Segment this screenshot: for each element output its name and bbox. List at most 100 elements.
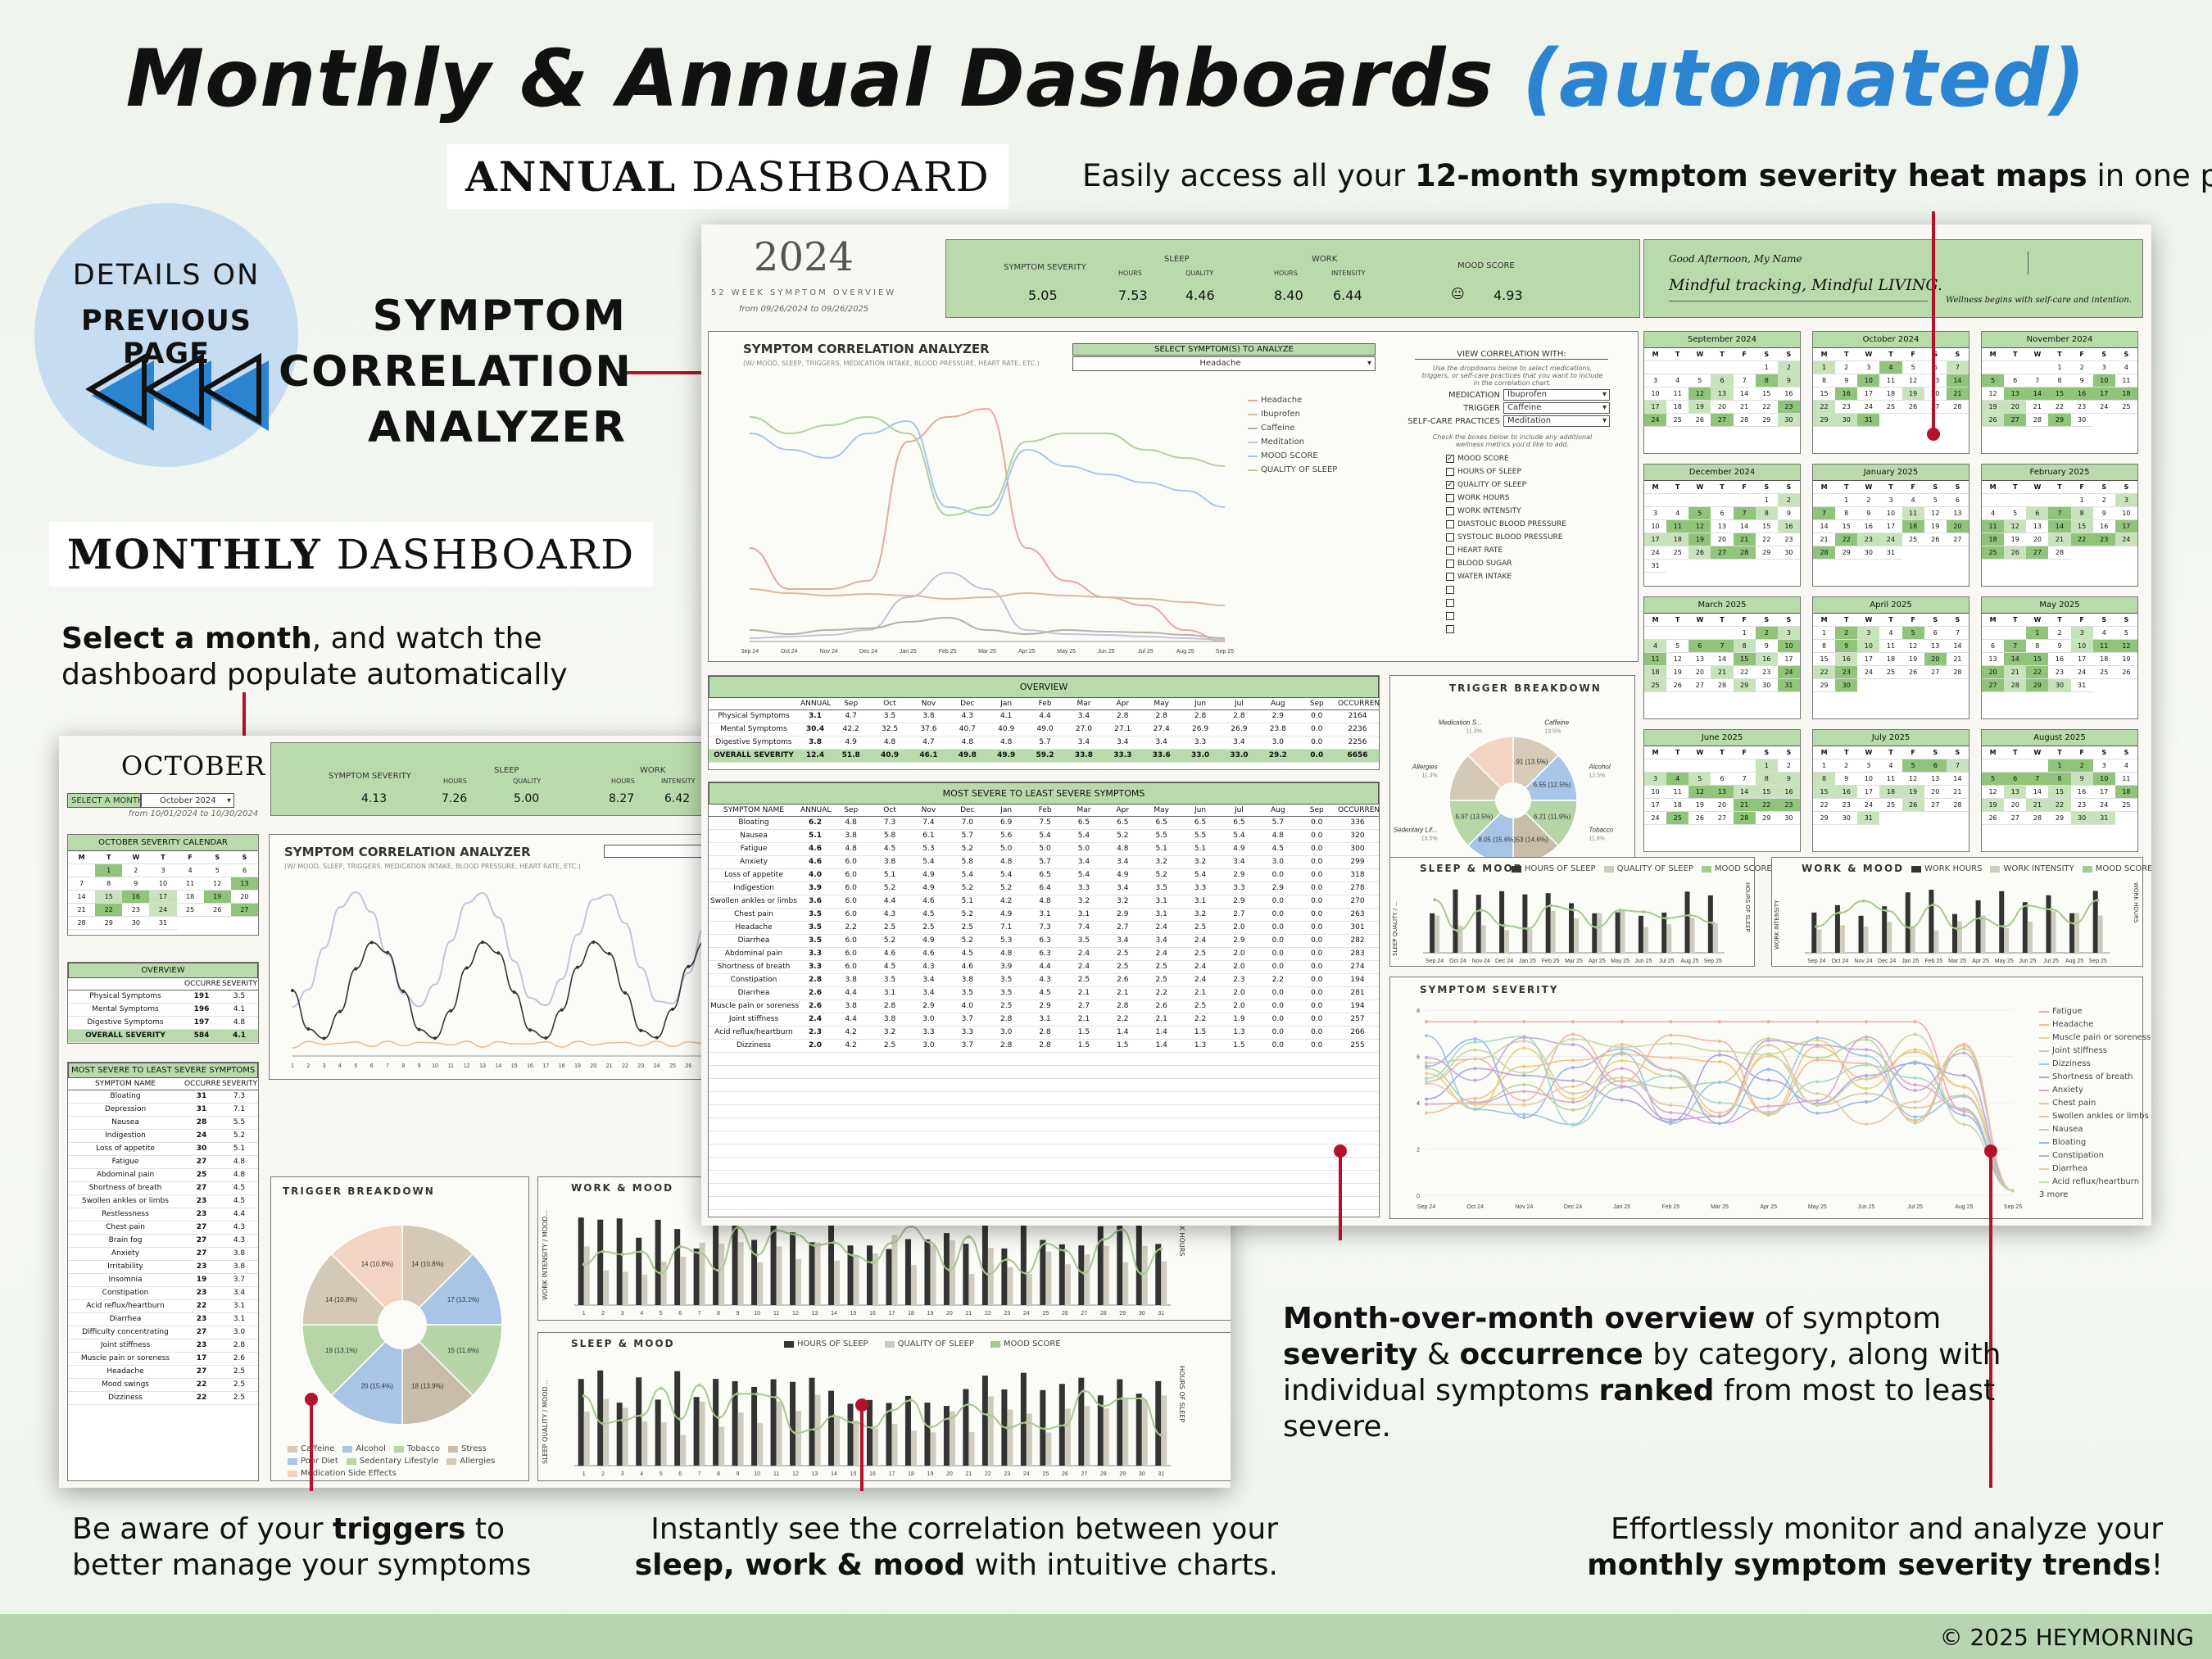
severity-point — [1669, 1067, 1673, 1072]
empty-cell — [909, 1052, 949, 1066]
table-cell: 3.4 — [1064, 855, 1104, 869]
calendar-day: 22 — [2070, 533, 2093, 546]
x-tick-label: Sep 25 — [1704, 959, 1722, 964]
table-cell: 2.6 — [799, 999, 832, 1013]
severity-point — [1620, 1067, 1624, 1071]
triggers-callout: Be aware of your triggers to better mana… — [72, 1512, 531, 1584]
calendar-day: 4 — [176, 864, 204, 877]
empty-cell — [1336, 1078, 1379, 1092]
mom-text6: severe. — [1283, 1410, 1391, 1444]
table-cell: 6.5 — [1219, 816, 1259, 830]
column-header: Dec — [948, 698, 987, 710]
table-cell: 3.6 — [799, 895, 832, 909]
table-cell: Joint stiffness — [68, 1339, 183, 1353]
checkbox[interactable] — [1446, 468, 1454, 476]
mood-point — [813, 1244, 817, 1248]
symptom-select[interactable]: Headache ▾ — [1072, 356, 1376, 371]
calendar-day: 28 — [1813, 546, 1836, 560]
bar — [963, 1389, 969, 1466]
calendar-day: 7 — [1733, 374, 1756, 388]
table-cell: 2.4 — [1181, 973, 1220, 987]
legend-swatch — [2082, 865, 2092, 873]
pie-percent-label: 11.3% — [1466, 729, 1481, 735]
calendar-day: 14 — [1733, 388, 1756, 401]
details-badge[interactable]: DETAILS ON PREVIOUS PAGE — [34, 203, 298, 467]
table-cell: 27.1 — [1103, 723, 1142, 737]
view-correlation-label: VIEW CORRELATION WITH: — [1415, 350, 1608, 360]
x-tick-label: Dec 24 — [1564, 1204, 1582, 1210]
month-select[interactable]: October 2024 ▾ — [141, 793, 234, 808]
calendar-day: 15 — [2048, 388, 2071, 401]
column-header: Sep — [832, 805, 871, 817]
month-calendar-grid: M T W T F S S 1 2 3 4 5 6 7 8 9 10 11 12 13 14 15 16 17 18 19 20 21… — [1644, 746, 1800, 825]
calendar-day: 1 — [2048, 361, 2071, 374]
mood-point — [1140, 1396, 1144, 1400]
self-care-select[interactable]: Meditation ▾ — [1503, 415, 1610, 427]
weekday-label: W — [1857, 481, 1880, 494]
calendar-day: 31 — [2092, 812, 2115, 825]
calendar-day: 14 — [2004, 653, 2027, 666]
calendar-day: 22 — [2048, 799, 2071, 812]
severity-point — [1571, 1123, 1575, 1127]
empty-cell — [832, 1091, 871, 1105]
table-cell: 1.4 — [1142, 1026, 1181, 1040]
trends-callout: Effortlessly monitor and analyze your mo… — [1557, 1512, 2163, 1584]
empty-cell — [986, 1170, 1026, 1184]
empty-cell — [1258, 1104, 1298, 1118]
legend-label: Caffeine — [1261, 424, 1295, 433]
x-tick-label: Feb 25 — [939, 649, 957, 655]
weekday-label: M — [1813, 746, 1836, 759]
column-header: Nov — [909, 698, 949, 710]
medication-select[interactable]: Ibuprofen ▾ — [1503, 389, 1610, 401]
checkbox[interactable] — [1446, 573, 1454, 581]
column-header: Jul — [1219, 698, 1259, 710]
x-tick-label: 11 — [773, 1471, 779, 1477]
bar — [1999, 891, 2005, 953]
checkbox[interactable]: ✓ — [1446, 455, 1454, 463]
checkbox[interactable]: ✓ — [1446, 481, 1454, 489]
empty-cell — [1258, 1170, 1298, 1184]
table-cell: 4.6 — [948, 960, 987, 974]
checkbox[interactable] — [1446, 612, 1454, 620]
column-header: OCCURRENCE — [1336, 698, 1379, 710]
bar — [1045, 1432, 1052, 1466]
checkbox[interactable] — [1446, 533, 1454, 542]
checkbox[interactable] — [1446, 520, 1454, 528]
table-cell: 1.5 — [1181, 1026, 1220, 1040]
checkbox[interactable] — [1446, 625, 1454, 633]
monthly-analyzer-select[interactable] — [604, 845, 702, 858]
checkbox[interactable] — [1446, 599, 1454, 607]
annual-sleep-mood-title: SLEEP & MOOD — [1420, 863, 1524, 874]
checkbox[interactable] — [1446, 546, 1454, 555]
bar — [1910, 927, 1915, 953]
checkbox[interactable] — [1446, 507, 1454, 515]
calendar-day: 5 — [1924, 494, 1947, 507]
calendar-day: 9 — [1857, 507, 1880, 520]
severity-point — [1473, 1057, 1477, 1061]
annual-correlation-legend: Headache Ibuprofen Caffeine Meditation MOOD … — [1248, 396, 1337, 474]
table-cell: 3.9 — [986, 960, 1026, 974]
calendar-day: 28 — [1946, 799, 1969, 812]
annual-mood-value: 4.93 — [1494, 288, 1523, 303]
bar — [680, 1256, 687, 1305]
calendar-day: 13 — [1711, 388, 1734, 401]
calendar-day: 24 — [1777, 666, 1800, 679]
weekday-label: S — [2092, 348, 2115, 361]
checkbox[interactable] — [1446, 586, 1454, 594]
empty-cell — [799, 1091, 832, 1105]
table-cell: Shortness of breath — [68, 1181, 183, 1195]
legend-label: HOURS OF SLEEP — [1525, 864, 1596, 873]
table-cell: 31 — [183, 1090, 220, 1104]
table-cell: 2.0 — [799, 1039, 832, 1053]
bar — [641, 1274, 648, 1305]
table-cell: 5.1 — [1142, 842, 1181, 856]
monthly-ranked-title: MOST SEVERE TO LEAST SEVERE SYMPTOMS — [68, 1063, 258, 1078]
checkbox[interactable] — [1446, 494, 1454, 502]
checkbox[interactable] — [1446, 560, 1454, 568]
bar — [674, 1229, 681, 1305]
calendar-day: 12 — [1688, 388, 1711, 401]
trigger-select[interactable]: Caffeine ▾ — [1503, 402, 1610, 414]
pie-value-label: 14 (10.8%) — [411, 1261, 443, 1268]
weekday-label: T — [95, 851, 123, 864]
empty-cell — [1336, 1183, 1379, 1197]
